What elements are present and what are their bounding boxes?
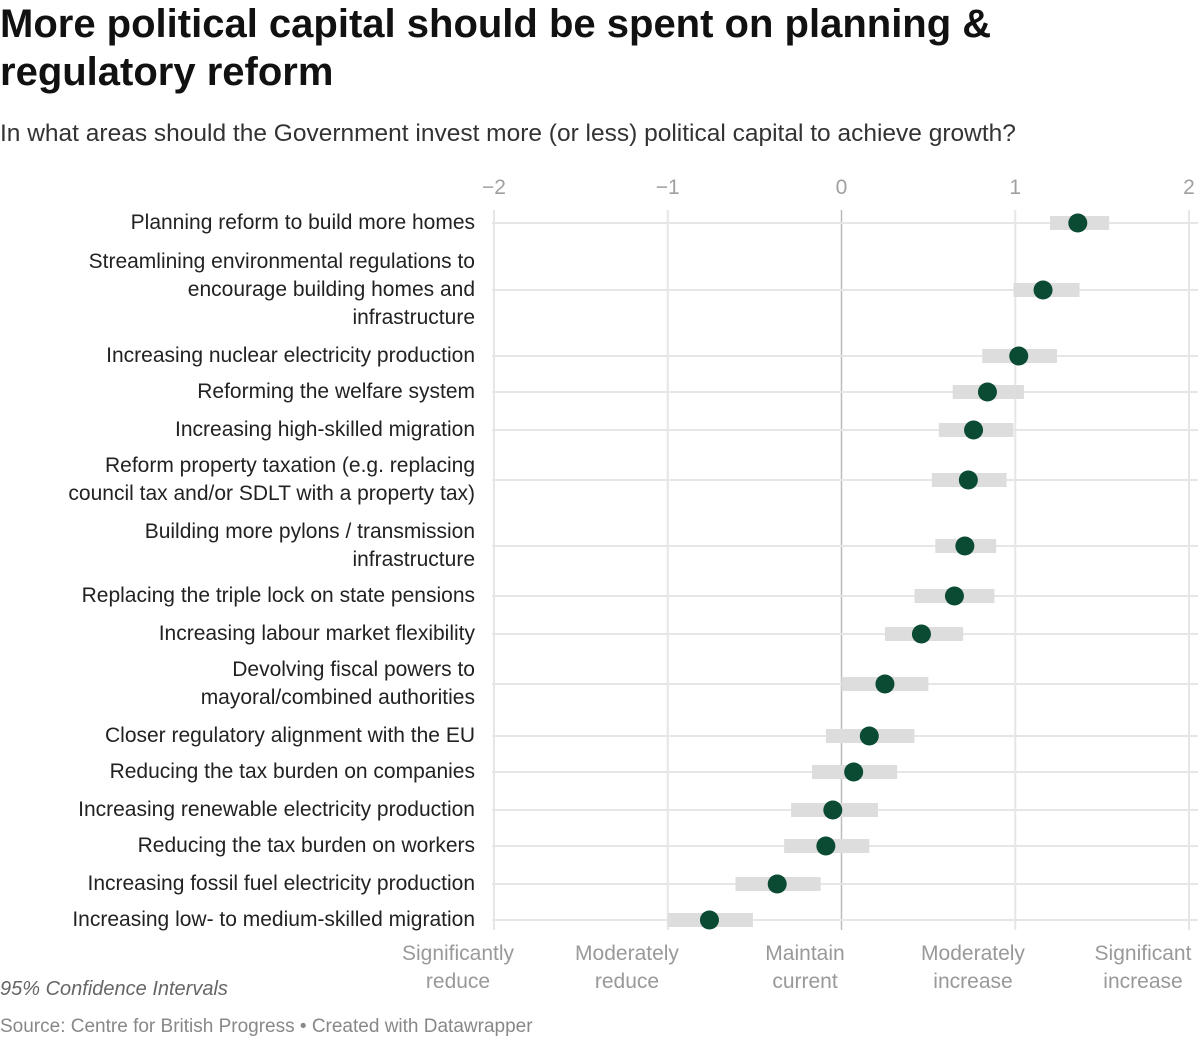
data-point (859, 726, 879, 746)
row-label: Increasing low- to medium-skilled migrat… (72, 908, 475, 931)
row-label: Closer regulatory alignment with the EU (104, 724, 475, 747)
row-label: Streamlining environmental regulations t… (88, 250, 475, 329)
row-label: Reducing the tax burden on workers (137, 834, 475, 857)
scale-label: Moderately increase (921, 942, 1025, 993)
row-label: Increasing fossil fuel electricity produ… (87, 872, 475, 895)
row-label: Building more pylons / transmission infr… (144, 520, 475, 571)
data-point (955, 536, 975, 556)
data-point (958, 470, 978, 490)
scale-label: Moderately reduce (575, 942, 679, 993)
data-point (944, 586, 964, 606)
row-label: Increasing labour market flexibility (158, 622, 475, 645)
row-label: Increasing renewable electricity product… (78, 798, 475, 821)
data-point (816, 836, 836, 856)
data-point (977, 382, 997, 402)
scale-label: Significant increase (1094, 942, 1192, 993)
row-label: Devolving fiscal powers to mayoral/combi… (200, 658, 475, 709)
row-label: Increasing high-skilled migration (175, 418, 475, 441)
row-label: Planning reform to build more homes (130, 211, 475, 234)
x-tick-label: 0 (836, 176, 848, 199)
chart-subtitle: In what areas should the Government inve… (0, 120, 1016, 147)
row-label: Reform property taxation (e.g. replacing… (68, 454, 475, 505)
data-point (767, 874, 787, 894)
data-point (1009, 346, 1029, 366)
source-line: Source: Centre for British Progress • Cr… (0, 1016, 533, 1037)
row-label: Replacing the triple lock on state pensi… (81, 584, 475, 607)
x-tick-label: 2 (1183, 176, 1195, 199)
x-tick-label: −2 (482, 176, 506, 199)
scale-label: Significantly reduce (401, 942, 515, 993)
ci-note: 95% Confidence Intervals (0, 978, 228, 1000)
data-point (964, 420, 984, 440)
data-point (911, 624, 931, 644)
data-point (823, 800, 843, 820)
chart-title: More political capital should be spent o… (0, 2, 992, 94)
row-label: Reforming the welfare system (197, 380, 475, 403)
data-point (1068, 213, 1088, 233)
x-tick-label: 1 (1009, 176, 1021, 199)
data-point (1033, 280, 1053, 300)
x-tick-label: −1 (656, 176, 680, 199)
data-point (699, 910, 719, 930)
data-point (875, 674, 895, 694)
scale-label: Maintain current (765, 942, 845, 993)
row-label: Increasing nuclear electricity productio… (106, 344, 475, 367)
row-label: Reducing the tax burden on companies (109, 760, 475, 783)
data-point (844, 762, 864, 782)
